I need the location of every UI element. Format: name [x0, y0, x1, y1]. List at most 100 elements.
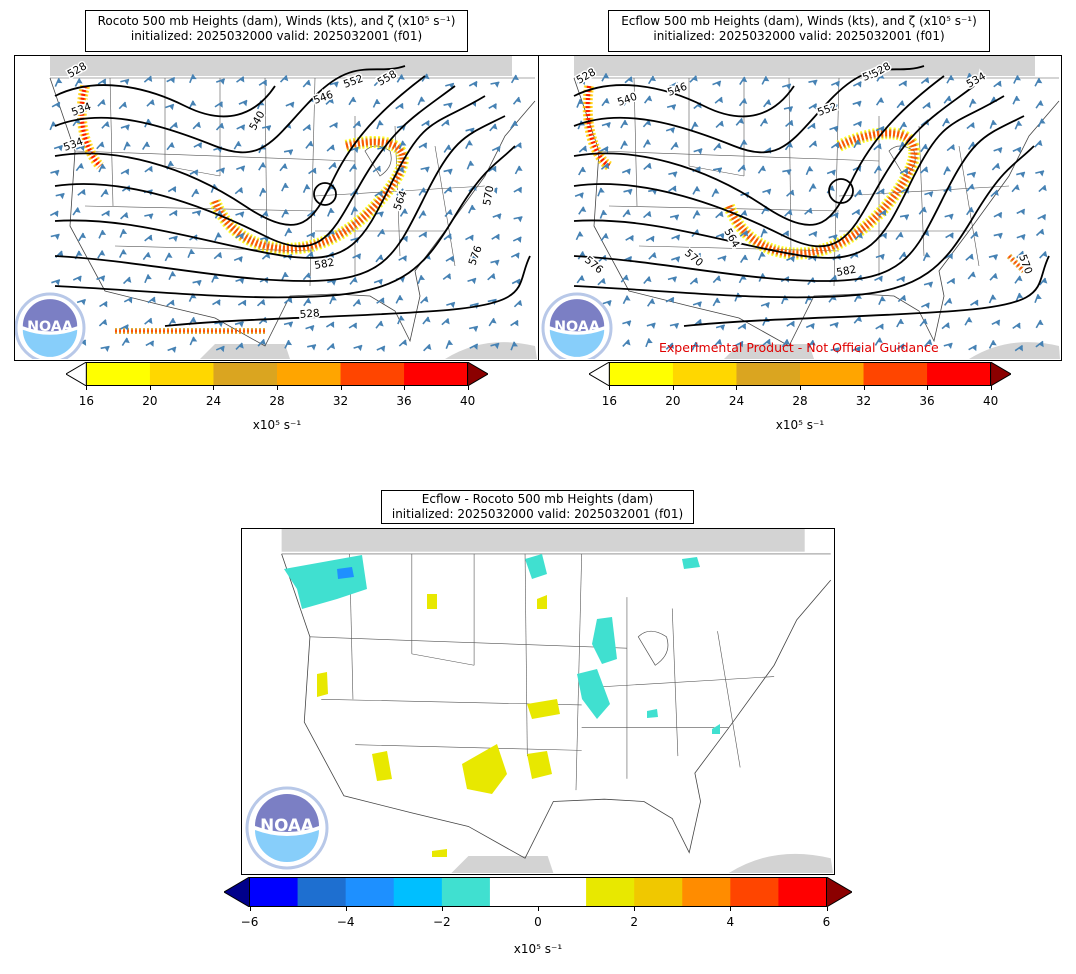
wind-barb-staff — [51, 279, 61, 284]
wind-barb — [100, 345, 110, 353]
wind-barb — [945, 232, 954, 239]
wind-barb — [376, 345, 386, 353]
wind-barb — [97, 250, 106, 259]
wind-barb — [349, 146, 359, 154]
wind-barb — [262, 125, 272, 132]
wind-barb-flag — [1036, 294, 1042, 299]
wind-barb — [54, 77, 63, 87]
vort-cbar1-tick-mark — [277, 386, 278, 390]
wind-barb — [878, 296, 886, 305]
wind-barb-flag — [494, 260, 500, 266]
wind-barb — [353, 344, 363, 352]
wind-barb-flag — [625, 97, 632, 104]
wind-barb-flag — [425, 316, 431, 323]
wind-barb — [989, 119, 998, 129]
wind-barb — [283, 321, 293, 328]
contour-label: 576 — [467, 244, 485, 267]
wind-barb — [166, 142, 175, 151]
wind-barb-flag — [969, 184, 975, 190]
wind-barb — [421, 120, 430, 127]
wind-barb-flag — [625, 209, 631, 216]
wind-barb — [625, 235, 634, 242]
wind-barb — [918, 206, 927, 215]
wind-barb-flag — [56, 78, 63, 84]
wind-barb-staff — [377, 228, 384, 238]
wind-barb-flag — [377, 279, 383, 286]
vort-cbar2-segment — [927, 362, 992, 386]
wind-barb — [829, 322, 839, 329]
wind-barb-staff — [396, 74, 403, 83]
wind-barb — [490, 342, 500, 350]
state-boundary — [355, 744, 582, 751]
wind-barb — [671, 256, 681, 263]
noaa-logo-text: NOAA — [260, 815, 314, 835]
wind-barb-flag — [968, 207, 975, 213]
wind-barb — [899, 214, 910, 221]
wind-barb-staff — [98, 319, 107, 327]
contour-label: 540 — [247, 109, 267, 132]
wind-barb — [488, 187, 498, 194]
wind-barb — [1016, 208, 1026, 216]
state-boundary — [309, 636, 627, 649]
wind-barb-flag — [100, 163, 107, 169]
coastline — [49, 77, 536, 347]
wind-barb-staff — [693, 148, 703, 153]
wind-barb-flag — [604, 163, 610, 170]
wind-barb — [372, 98, 381, 108]
wind-barb-flag — [833, 126, 838, 133]
diff-map-svg: NOAA — [245, 529, 833, 873]
contour-label: 570 — [1016, 253, 1034, 276]
wind-barb-flag — [124, 169, 129, 176]
wind-barb-staff — [602, 299, 612, 305]
wind-barb-flag — [670, 104, 676, 111]
wind-barb-flag — [421, 187, 427, 193]
wind-barb — [349, 276, 358, 285]
wind-barb-staff — [236, 76, 245, 83]
wind-barb — [514, 165, 523, 175]
wind-barb-flag — [470, 205, 476, 210]
wind-barb — [991, 319, 1001, 327]
wind-barb-flag — [721, 256, 727, 262]
wind-barb — [491, 145, 501, 153]
state-boundary — [575, 553, 582, 791]
wind-barb-flag — [991, 120, 998, 125]
wind-barb-flag — [473, 344, 478, 350]
wind-barb — [488, 317, 497, 327]
vorticity-band — [212, 139, 406, 252]
low-center-contour — [313, 182, 337, 206]
wind-barb-staff — [120, 78, 130, 83]
wind-barb-flag — [766, 189, 771, 196]
wind-barb-flag — [145, 252, 151, 258]
wind-barb — [234, 321, 244, 328]
wind-barb-flag — [1020, 172, 1026, 178]
wind-barb-flag — [787, 209, 793, 216]
wind-barb-flag — [105, 210, 110, 217]
wind-barb-staff — [147, 296, 156, 304]
noaa-logo-bottom — [22, 329, 78, 357]
wind-barb — [422, 316, 431, 325]
wind-barb-flag — [515, 279, 521, 286]
wind-barb-flag — [832, 235, 838, 241]
wind-barb — [669, 322, 679, 330]
wind-barb-flag — [193, 170, 198, 176]
wind-barb-flag — [971, 98, 977, 104]
wind-barb — [669, 81, 678, 89]
wind-barb-flag — [490, 273, 496, 280]
wind-barb-flag — [786, 84, 791, 90]
wind-barb — [376, 120, 384, 130]
wind-barb-staff — [943, 166, 949, 176]
wind-barb — [396, 74, 405, 83]
wind-barb — [783, 106, 793, 113]
wind-barb-staff — [303, 297, 310, 307]
height-contour — [54, 84, 276, 118]
wind-barb-flag — [517, 142, 522, 149]
wind-barb — [668, 171, 678, 178]
wind-barb — [734, 340, 744, 348]
wind-barb-flag — [1017, 275, 1023, 282]
wind-barb-flag — [309, 325, 315, 332]
wind-barb — [396, 188, 405, 196]
noaa-logo-top — [549, 299, 605, 332]
wind-barb-staff — [445, 339, 451, 349]
wind-barb — [375, 320, 384, 329]
wind-barb — [622, 209, 631, 218]
